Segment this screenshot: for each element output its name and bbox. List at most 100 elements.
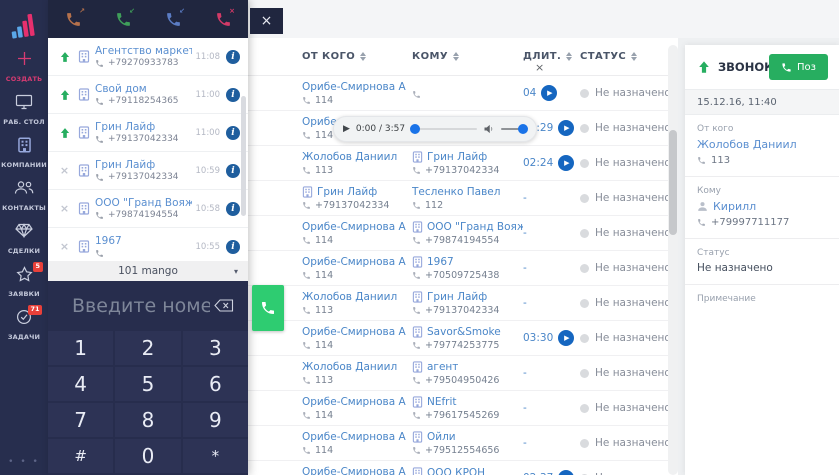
dialpad-key[interactable]: 1 xyxy=(48,331,114,365)
callee-name-link[interactable]: ООО КРОН xyxy=(427,466,486,475)
tab-incoming-calls[interactable]: ↙ xyxy=(98,0,148,38)
dialpad-key[interactable]: 9 xyxy=(182,403,248,437)
dialpad-key[interactable]: 7 xyxy=(48,403,114,437)
callee-name-link[interactable]: 1967 xyxy=(427,255,454,268)
sidebar-item-tasks[interactable]: 71 ЗАДАЧИ xyxy=(0,305,48,341)
call-contact-name[interactable]: Свой дом xyxy=(95,82,147,95)
player-play-icon[interactable]: ▶ xyxy=(343,124,350,134)
close-widget-button[interactable]: × xyxy=(250,8,283,34)
note-label[interactable]: Примечание xyxy=(697,294,756,304)
list-scrollbar-thumb[interactable] xyxy=(241,96,246,216)
caller-name-link[interactable]: Орибе-Смирнова Анаст... xyxy=(302,395,406,408)
volume-icon[interactable] xyxy=(483,123,495,135)
status-cell[interactable]: Не назначено xyxy=(580,157,678,169)
to-contact-link[interactable]: Кирилл xyxy=(697,200,827,213)
table-row[interactable]: Грин Лайф +79137042334 Тесленко Павел 11… xyxy=(248,181,678,216)
status-cell[interactable]: Не назначено xyxy=(580,402,678,414)
table-scrollbar-thumb[interactable] xyxy=(669,130,677,235)
backspace-icon[interactable] xyxy=(214,299,234,312)
status-cell[interactable]: Не назначено xyxy=(580,87,678,99)
column-header[interactable]: КОМУ xyxy=(412,51,523,62)
status-cell[interactable]: Не назначено xyxy=(580,332,678,344)
table-row[interactable]: Орибе-Смирнова Анаст... 114 NEfrit xyxy=(248,391,678,426)
dialpad-key[interactable]: * xyxy=(182,439,248,473)
dialpad-key[interactable]: # xyxy=(48,439,114,473)
table-row[interactable]: Жолобов Даниил 113 Грин Лайф xyxy=(248,146,678,181)
play-record-button[interactable]: ▶ xyxy=(558,120,575,136)
info-icon[interactable]: i xyxy=(226,239,240,254)
status-cell[interactable]: Не назначено xyxy=(580,472,678,475)
status-cell[interactable]: Не назначено xyxy=(580,297,678,309)
call-contact-name[interactable]: Грин Лайф xyxy=(95,158,156,171)
caller-name-link[interactable]: Грин Лайф xyxy=(317,185,378,198)
table-scrollbar[interactable] xyxy=(668,45,678,475)
callee-name-link[interactable]: Грин Лайф xyxy=(427,150,488,163)
column-header[interactable]: ДЛИТ. xyxy=(523,51,580,62)
line-selector[interactable]: 101 mango ▾ xyxy=(48,261,248,281)
sidebar-item-requests[interactable]: 5 ЗАЯВКИ xyxy=(0,262,48,298)
from-contact-link[interactable]: Жолобов Даниил xyxy=(697,138,797,151)
sidebar-item-companies[interactable]: КОМПАНИИ xyxy=(0,137,48,169)
info-icon[interactable]: i xyxy=(226,201,240,216)
recent-call-item[interactable]: × Грин Лайф +79137042334 10:59 i xyxy=(48,152,248,190)
callee-name-link[interactable]: Savor&Smoke xyxy=(427,325,501,338)
table-row[interactable]: Жолобов Даниил 113 Грин Лайф xyxy=(248,286,678,321)
caller-name-link[interactable]: Жолобов Даниил xyxy=(302,360,398,373)
player-seek-slider[interactable] xyxy=(410,124,478,134)
sidebar-item-desktop[interactable]: РАБ. СТОЛ xyxy=(0,94,48,126)
recent-call-item[interactable]: Свой дом +79118254365 11:00 i xyxy=(48,76,248,114)
play-record-button[interactable]: ▶ xyxy=(558,330,575,346)
callee-name-link[interactable]: Грин Лайф xyxy=(427,290,488,303)
sort-icon[interactable] xyxy=(360,51,367,62)
call-button[interactable] xyxy=(252,285,284,331)
callee-name-link[interactable]: Тесленко Павел xyxy=(412,185,501,198)
table-row[interactable]: Жолобов Даниил 113 агент xyxy=(248,356,678,391)
info-icon[interactable]: i xyxy=(226,87,240,102)
sidebar-item-contacts[interactable]: КОНТАКТЫ xyxy=(0,180,48,212)
table-row[interactable]: Орибе-Смирнова Анаст... 114 1967 xyxy=(248,251,678,286)
app-logo-icon[interactable] xyxy=(9,8,39,40)
tab-outgoing-calls[interactable]: ↗ xyxy=(48,0,98,38)
caller-name-link[interactable]: Орибе-Смирнова Анаст... xyxy=(302,325,406,338)
sort-icon[interactable] xyxy=(631,51,638,62)
status-cell[interactable]: Не назначено xyxy=(580,262,678,274)
recent-call-item[interactable]: × 1967 10:55 i xyxy=(48,228,248,261)
table-row[interactable]: Орибе-Смирнова Анаст... 114 Ойли xyxy=(248,426,678,461)
caller-name-link[interactable]: Орибе-Смирнова Анаст... xyxy=(302,255,406,268)
play-record-button[interactable]: ▶ xyxy=(558,155,575,171)
callback-button[interactable]: Поз xyxy=(769,54,828,80)
callee-name-link[interactable]: NEfrit xyxy=(427,395,457,408)
caller-name-link[interactable]: Орибе-Смирнова Анаст... xyxy=(302,220,406,233)
sidebar-more-icon[interactable]: • • • xyxy=(8,457,40,467)
info-icon[interactable]: i xyxy=(226,125,240,140)
column-header[interactable]: ОТ КОГО xyxy=(302,51,412,62)
sidebar-item-deals[interactable]: СДЕЛКИ xyxy=(0,223,48,255)
caller-name-link[interactable]: Орибе-Смирнова Анаст... xyxy=(302,430,406,443)
caller-name-link[interactable]: Орибе-Смирнова Анаст... xyxy=(302,465,406,475)
call-contact-name[interactable]: ООО "Гранд Вояж" xyxy=(95,196,192,209)
dialpad-key[interactable]: 0 xyxy=(115,439,181,473)
call-contact-name[interactable]: Грин Лайф xyxy=(95,120,156,133)
table-row[interactable]: Орибе-Смирнова Анаст... 114 xyxy=(248,76,678,111)
status-cell[interactable]: Не назначено xyxy=(580,227,678,239)
caller-name-link[interactable]: Орибе-Смирнова Анаст... xyxy=(302,80,406,93)
dialpad-key[interactable]: 3 xyxy=(182,331,248,365)
status-cell[interactable]: Не назначено xyxy=(580,122,678,134)
call-contact-name[interactable]: 1967 xyxy=(95,235,122,248)
dialpad-key[interactable]: 6 xyxy=(182,367,248,401)
tab-missed-calls[interactable]: × xyxy=(198,0,248,38)
caller-name-link[interactable]: Жолобов Даниил xyxy=(302,150,398,163)
player-volume-slider[interactable] xyxy=(501,124,528,134)
play-record-button[interactable]: ▶ xyxy=(558,470,575,475)
column-header[interactable]: СТАТУС xyxy=(580,51,678,62)
callee-name-link[interactable]: Ойли xyxy=(427,430,456,443)
callee-name-link[interactable]: ООО "Гранд Вояж" xyxy=(427,220,523,233)
table-row[interactable]: Орибе-Смирнова Анаст... 114 Savor&Smoke xyxy=(248,321,678,356)
status-value[interactable]: Не назначено xyxy=(697,262,773,274)
sidebar-item-create[interactable]: СОЗДАТЬ xyxy=(0,51,48,83)
info-icon[interactable]: i xyxy=(226,49,240,64)
dialpad-key[interactable]: 5 xyxy=(115,367,181,401)
status-cell[interactable]: Не назначено xyxy=(580,367,678,379)
callee-name-link[interactable]: агент xyxy=(427,360,459,373)
status-cell[interactable]: Не назначено xyxy=(580,192,678,204)
